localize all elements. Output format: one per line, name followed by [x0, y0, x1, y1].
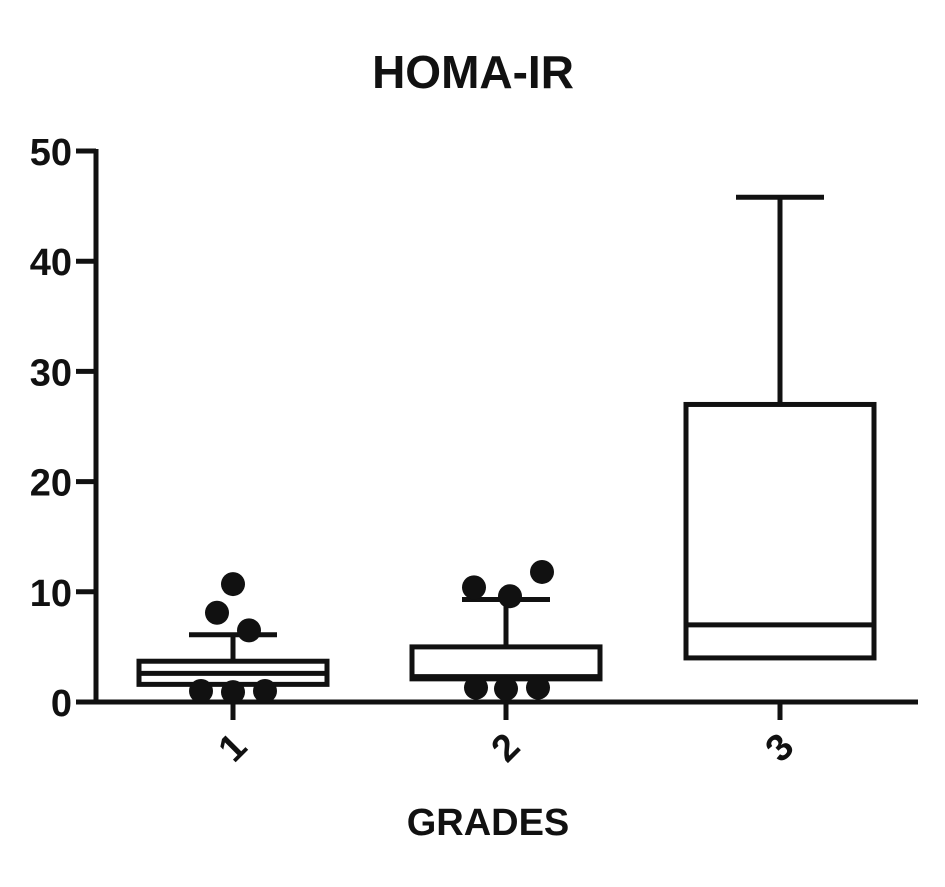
- box-group-2: [409, 559, 603, 701]
- iqr-box: [409, 644, 603, 682]
- box-series: [136, 194, 877, 705]
- chart-title: HOMA-IR: [372, 46, 574, 98]
- outlier-point: [530, 559, 554, 584]
- x-axis-ticks: 1 2 3: [211, 702, 803, 771]
- outlier-point: [221, 680, 245, 705]
- box-group-1: [136, 572, 330, 705]
- outlier-point: [221, 572, 245, 597]
- x-axis-label: GRADES: [407, 802, 570, 844]
- outlier-point: [205, 600, 229, 625]
- outlier-point: [253, 678, 277, 703]
- outlier-point: [526, 675, 550, 700]
- box-group-3: [683, 194, 877, 661]
- outlier-point: [494, 676, 518, 701]
- iqr-box: [683, 401, 877, 661]
- y-tick-label: 20: [30, 463, 72, 505]
- y-tick-label: 40: [30, 242, 72, 284]
- outlier-point: [462, 575, 486, 600]
- outlier-point: [464, 675, 488, 700]
- x-tick-label: 3: [758, 726, 803, 771]
- y-tick-label: 50: [30, 132, 72, 174]
- outlier-point: [189, 678, 213, 703]
- y-tick-label: 0: [51, 683, 72, 725]
- outlier-point: [498, 584, 522, 609]
- x-tick-label: 2: [484, 726, 529, 771]
- y-axis-ticks: 0 10 20 30 40 50: [30, 132, 96, 725]
- y-tick-label: 10: [30, 573, 72, 615]
- y-tick-label: 30: [30, 352, 72, 394]
- x-tick-label: 1: [211, 726, 256, 771]
- outlier-point: [237, 618, 261, 643]
